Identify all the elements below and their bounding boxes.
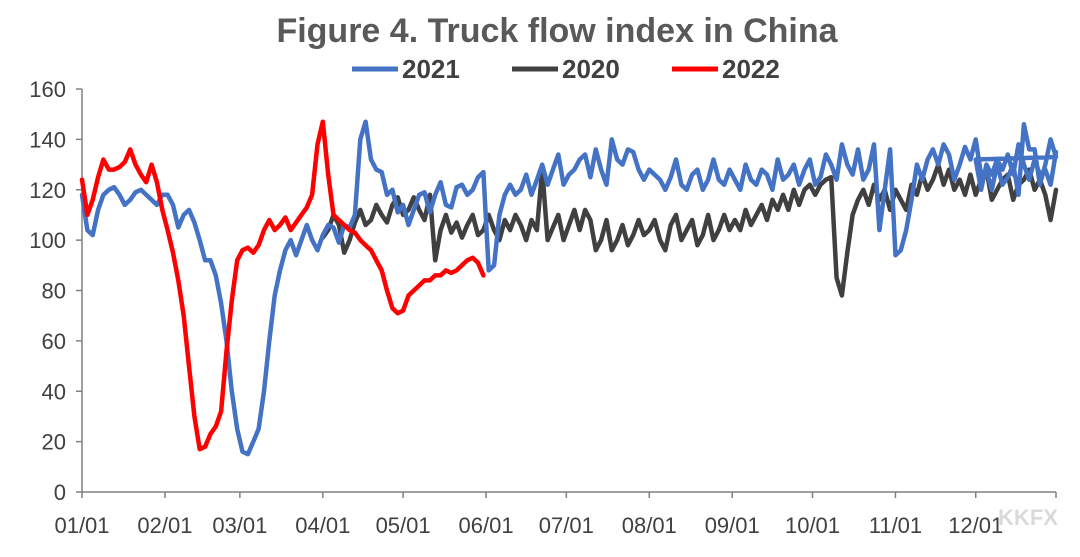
watermark-text: KKFX <box>998 505 1058 530</box>
x-tick-label: 09/01 <box>705 513 760 538</box>
y-tick-label: 40 <box>42 379 66 404</box>
y-tick-label: 0 <box>54 480 66 505</box>
y-tick-label: 60 <box>42 329 66 354</box>
x-tick-label: 08/01 <box>622 513 677 538</box>
plot-area <box>79 119 1059 457</box>
x-tick-label: 05/01 <box>376 513 431 538</box>
legend: 2021 2020 2022 <box>352 54 780 84</box>
x-tick-label: 06/01 <box>459 513 514 538</box>
y-tick-label: 80 <box>42 279 66 304</box>
y-tick-label: 20 <box>42 430 66 455</box>
x-tick-label: 01/01 <box>54 513 109 538</box>
legend-label-2021: 2021 <box>402 54 460 84</box>
y-tick-label: 100 <box>29 228 66 253</box>
x-tick-label: 03/01 <box>212 513 267 538</box>
legend-label-2020: 2020 <box>562 54 620 84</box>
legend-label-2022: 2022 <box>722 54 780 84</box>
y-tick-label: 140 <box>29 127 66 152</box>
series-line-2022 <box>79 119 486 452</box>
y-tick-label: 120 <box>29 178 66 203</box>
x-tick-label: 04/01 <box>295 513 350 538</box>
chart-title: Figure 4. Truck flow index in China <box>276 12 838 50</box>
y-tick-label: 160 <box>29 77 66 102</box>
series-line-2021 <box>79 119 1059 457</box>
x-tick-label: 11/01 <box>869 513 922 538</box>
x-axis: 01/01 02/01 03/01 04/01 05/01 06/01 07/01 08/01… <box>54 491 1057 538</box>
x-tick-label: 07/01 <box>539 513 594 538</box>
y-axis: 0 20 40 60 80 100 120 140 160 <box>29 77 83 505</box>
series-line-2020 <box>320 162 1059 298</box>
x-tick-label: 10/01 <box>785 513 840 538</box>
x-tick-label: 12/01 <box>948 513 1003 538</box>
x-tick-label: 02/01 <box>137 513 192 538</box>
